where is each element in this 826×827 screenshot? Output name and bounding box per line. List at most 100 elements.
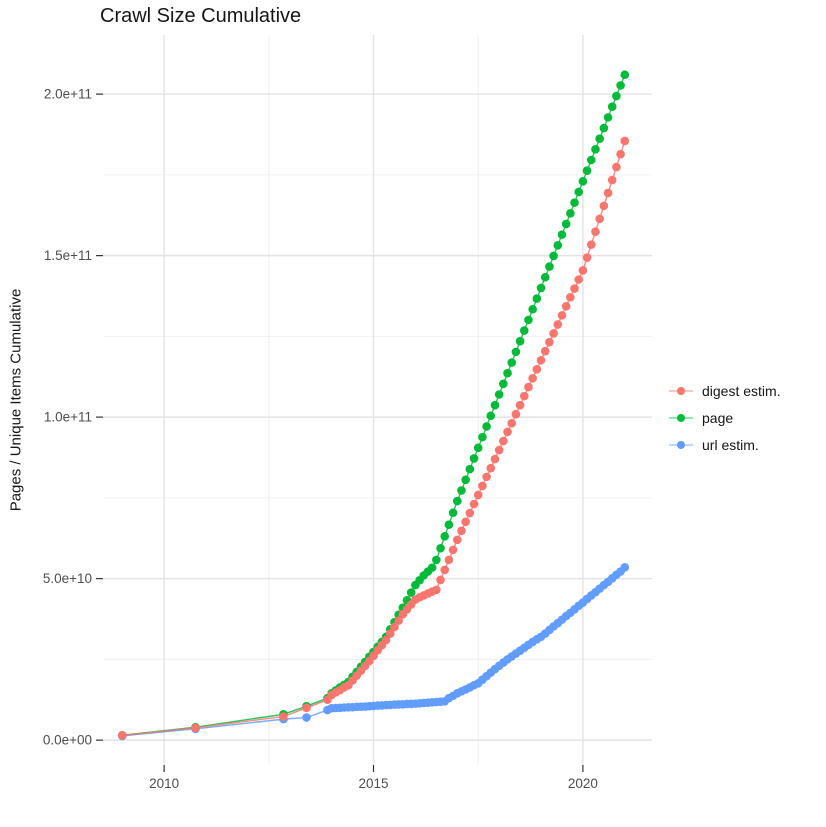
data-point	[494, 445, 504, 455]
data-point	[561, 302, 571, 311]
x-tick-label: 2020	[568, 776, 598, 791]
legend-item-page: page	[668, 410, 781, 426]
series-digest-estim-	[117, 136, 630, 740]
data-point	[561, 219, 571, 229]
data-point	[586, 240, 596, 249]
data-point	[394, 616, 403, 625]
data-point	[490, 454, 500, 464]
legend-key-icon	[669, 387, 693, 395]
data-point	[607, 102, 617, 112]
data-point	[469, 499, 479, 509]
data-point	[515, 336, 525, 346]
data-point	[432, 555, 441, 565]
data-point	[511, 409, 521, 419]
data-point	[620, 563, 630, 572]
data-point	[536, 283, 546, 293]
data-point	[566, 209, 575, 218]
data-point	[465, 464, 475, 474]
axis-ticks	[96, 93, 584, 772]
data-point	[603, 113, 613, 122]
data-point	[473, 490, 483, 500]
x-tick-label: 2015	[358, 776, 388, 791]
data-point	[557, 230, 567, 239]
data-point	[482, 422, 491, 431]
data-point	[557, 311, 567, 320]
y-tick-label: 2.0e+11	[44, 87, 92, 102]
data-point	[620, 136, 630, 146]
data-point	[612, 162, 621, 172]
chart-title: Crawl Size Cumulative	[100, 5, 302, 27]
data-point	[406, 588, 416, 597]
legend-key-icon	[669, 441, 693, 449]
data-point	[616, 149, 625, 159]
data-point	[574, 275, 584, 284]
data-point	[524, 315, 533, 325]
data-point	[440, 565, 450, 575]
data-point	[461, 475, 470, 485]
data-point	[302, 713, 311, 722]
legend-label: url estim.	[702, 437, 759, 453]
data-point	[532, 365, 542, 374]
data-point	[436, 543, 445, 553]
data-point	[503, 427, 512, 437]
y-tick-label: 1.0e+11	[44, 410, 92, 425]
data-point	[528, 374, 537, 383]
x-tick-label: 2010	[149, 776, 179, 791]
data-point	[381, 635, 391, 645]
data-point	[511, 347, 521, 357]
data-point	[279, 712, 288, 721]
data-point	[302, 703, 311, 713]
legend: digest estim. page url estim.	[668, 383, 781, 453]
data-point	[432, 585, 441, 595]
data-point	[515, 400, 525, 410]
data-point	[599, 123, 609, 133]
data-point	[385, 629, 395, 638]
gridlines-major	[103, 35, 652, 765]
data-point	[440, 532, 450, 541]
data-point	[499, 379, 508, 389]
legend-item-digest-estim: digest estim.	[668, 383, 781, 399]
data-point	[452, 535, 462, 545]
data-point	[545, 262, 554, 271]
data-point	[465, 508, 475, 518]
data-point	[595, 214, 604, 224]
data-point	[482, 472, 491, 482]
data-point	[444, 520, 454, 529]
data-point	[570, 284, 579, 293]
data-point	[448, 545, 458, 555]
data-point	[478, 432, 487, 442]
data-point	[549, 329, 558, 338]
data-point	[507, 358, 517, 367]
data-point	[473, 443, 483, 453]
data-point	[457, 526, 466, 536]
data-point	[595, 134, 604, 143]
legend-key-icon	[669, 414, 693, 422]
data-point	[519, 326, 529, 335]
data-point	[390, 622, 399, 632]
data-point	[191, 723, 200, 733]
data-point	[574, 187, 584, 197]
legend-label: digest estim.	[702, 383, 781, 399]
data-point	[603, 188, 613, 198]
data-point	[486, 411, 496, 421]
data-point	[607, 175, 617, 185]
legend-item-url-estim: url estim.	[668, 437, 781, 453]
data-point	[436, 575, 445, 585]
data-point	[494, 390, 504, 399]
data-point	[591, 145, 600, 154]
data-point	[507, 418, 517, 428]
y-tick-label: 5.0e+10	[43, 571, 92, 586]
data-point	[553, 240, 563, 250]
data-point	[586, 155, 596, 165]
data-point	[499, 436, 508, 446]
data-point	[486, 463, 496, 473]
legend-label: page	[702, 410, 734, 426]
data-point	[457, 486, 466, 495]
data-point	[540, 346, 550, 356]
data-point	[519, 391, 529, 401]
data-point	[616, 81, 625, 90]
data-point	[620, 70, 630, 80]
data-point	[532, 294, 542, 303]
data-point	[469, 454, 479, 463]
